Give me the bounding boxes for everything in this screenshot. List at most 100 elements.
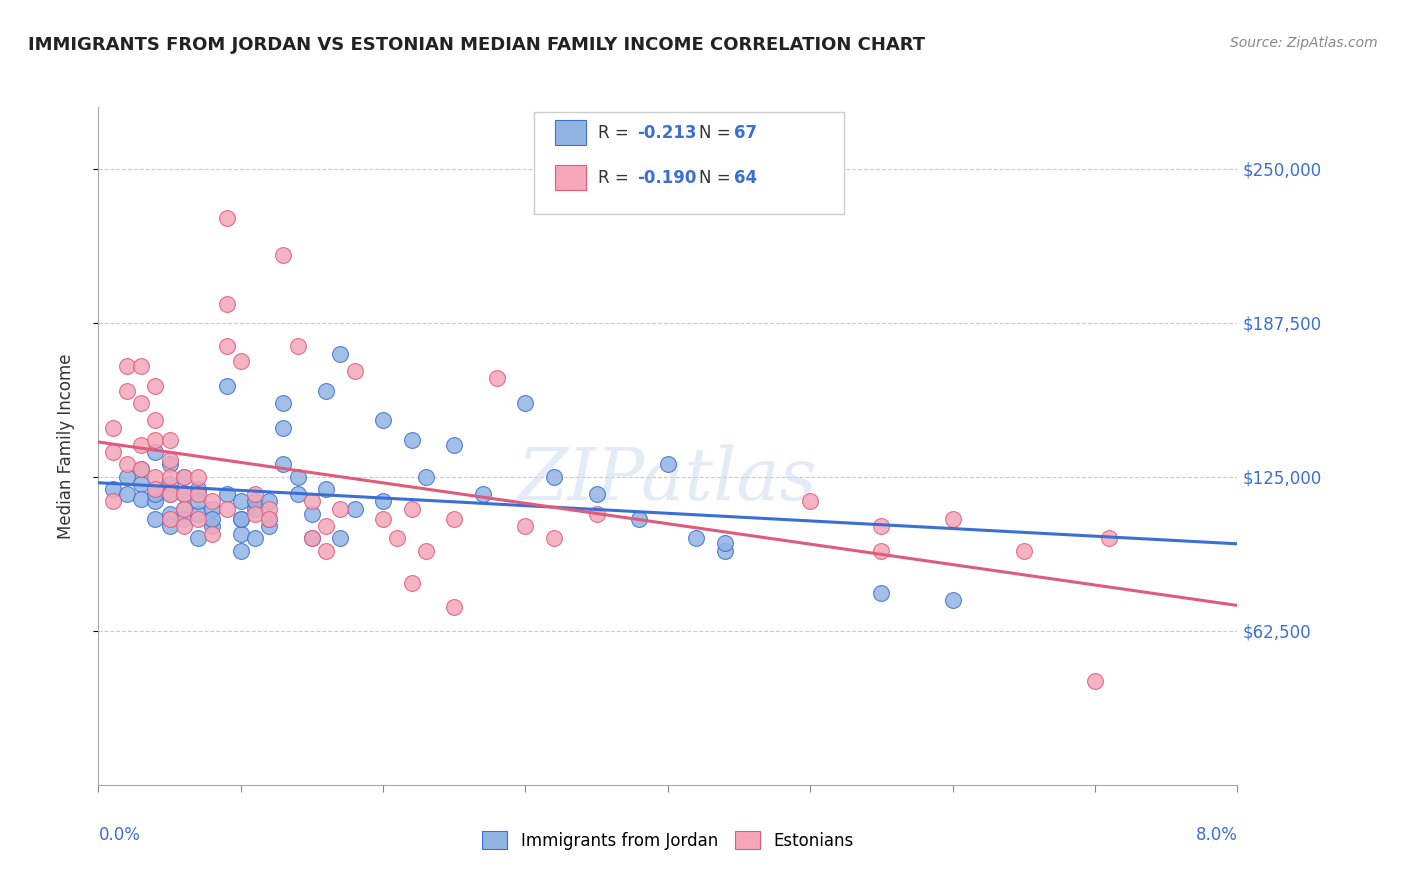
Point xyxy=(371,512,394,526)
Point xyxy=(173,501,195,516)
Point xyxy=(215,297,238,311)
Point xyxy=(159,433,181,447)
Point xyxy=(685,532,707,546)
Point xyxy=(301,494,323,508)
Point xyxy=(443,438,465,452)
Point xyxy=(159,458,181,472)
Text: R =: R = xyxy=(598,169,634,186)
Point xyxy=(243,507,266,521)
Point xyxy=(870,519,893,533)
Point xyxy=(585,487,607,501)
Point xyxy=(942,512,965,526)
Point xyxy=(243,487,266,501)
Point xyxy=(657,458,679,472)
Point xyxy=(273,248,295,262)
Point xyxy=(515,396,537,410)
Point xyxy=(129,396,152,410)
Point xyxy=(159,487,181,501)
Point xyxy=(201,494,224,508)
Point xyxy=(159,452,181,467)
Point xyxy=(187,507,209,521)
Point xyxy=(173,519,195,533)
Point xyxy=(145,378,167,392)
Point xyxy=(145,512,167,526)
Point xyxy=(486,371,509,385)
Point xyxy=(1012,543,1035,558)
Text: R =: R = xyxy=(598,124,634,142)
Point xyxy=(173,470,195,484)
Point xyxy=(201,519,224,533)
Point xyxy=(145,470,167,484)
Point xyxy=(145,487,167,501)
Point xyxy=(243,532,266,546)
Point xyxy=(187,494,209,508)
Point xyxy=(415,543,437,558)
Point xyxy=(401,433,423,447)
Text: Source: ZipAtlas.com: Source: ZipAtlas.com xyxy=(1230,36,1378,50)
Point xyxy=(259,512,281,526)
Point xyxy=(401,501,423,516)
Point xyxy=(259,519,281,533)
Point xyxy=(259,512,281,526)
Point xyxy=(173,487,195,501)
Point xyxy=(115,470,138,484)
Point xyxy=(159,519,181,533)
Point xyxy=(129,438,152,452)
Point xyxy=(243,501,266,516)
Point xyxy=(371,494,394,508)
Point xyxy=(187,532,209,546)
Point xyxy=(159,470,181,484)
Point xyxy=(215,487,238,501)
Text: 64: 64 xyxy=(734,169,756,186)
Point xyxy=(301,532,323,546)
Point xyxy=(173,470,195,484)
Point xyxy=(187,470,209,484)
Point xyxy=(301,532,323,546)
Point xyxy=(870,585,893,599)
Point xyxy=(159,512,181,526)
Point xyxy=(145,494,167,508)
Point xyxy=(215,211,238,225)
Point xyxy=(229,512,252,526)
Point xyxy=(243,494,266,508)
Point xyxy=(101,420,124,434)
Point xyxy=(187,487,209,501)
Point xyxy=(201,512,224,526)
Point xyxy=(129,477,152,491)
Point xyxy=(229,354,252,368)
Legend: Immigrants from Jordan, Estonians: Immigrants from Jordan, Estonians xyxy=(474,823,862,858)
Point xyxy=(714,543,737,558)
Point xyxy=(129,462,152,476)
Point xyxy=(145,482,167,496)
Point xyxy=(287,487,309,501)
Point xyxy=(129,359,152,373)
Point xyxy=(315,482,337,496)
Text: IMMIGRANTS FROM JORDAN VS ESTONIAN MEDIAN FAMILY INCOME CORRELATION CHART: IMMIGRANTS FROM JORDAN VS ESTONIAN MEDIA… xyxy=(28,36,925,54)
Point xyxy=(259,494,281,508)
Point xyxy=(159,487,181,501)
Point xyxy=(315,384,337,398)
Point xyxy=(101,494,124,508)
Point xyxy=(1084,674,1107,689)
Point xyxy=(159,507,181,521)
Point xyxy=(515,519,537,533)
Point xyxy=(145,413,167,427)
Point xyxy=(159,477,181,491)
Point xyxy=(101,482,124,496)
Point xyxy=(273,420,295,434)
Point xyxy=(329,532,352,546)
Point xyxy=(115,359,138,373)
Point xyxy=(173,501,195,516)
Point xyxy=(870,543,893,558)
Point xyxy=(229,494,252,508)
Point xyxy=(215,501,238,516)
Point xyxy=(101,445,124,459)
Point xyxy=(401,575,423,590)
Point xyxy=(201,501,224,516)
Point xyxy=(543,470,565,484)
Point xyxy=(628,512,651,526)
Point xyxy=(115,384,138,398)
Point xyxy=(315,543,337,558)
Point xyxy=(714,536,737,550)
Point xyxy=(287,470,309,484)
